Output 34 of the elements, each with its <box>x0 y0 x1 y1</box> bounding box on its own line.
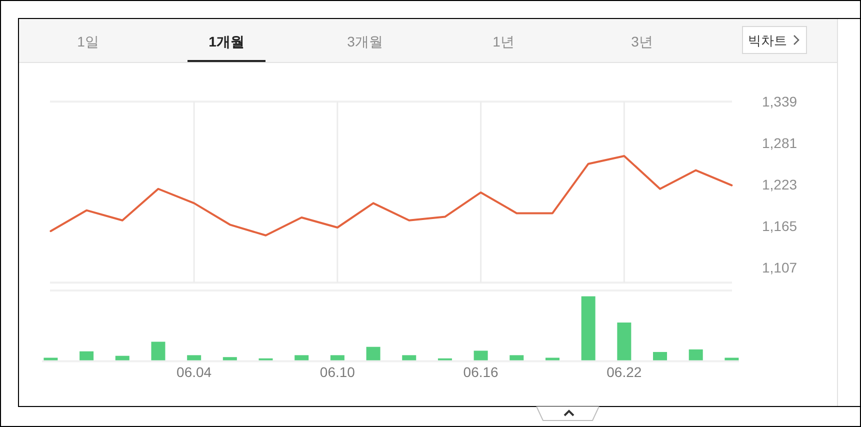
bar <box>402 355 416 360</box>
text: 1년 <box>492 34 514 50</box>
bar <box>366 346 380 360</box>
bar <box>581 296 596 360</box>
text: 3년 <box>631 34 653 50</box>
y-tick-label: 1,223 <box>762 176 798 193</box>
text: 3개월 <box>347 34 383 50</box>
x-tick-label: 06.22 <box>606 364 642 380</box>
bar <box>80 351 94 360</box>
bar <box>151 342 166 360</box>
bar <box>724 358 739 360</box>
bar <box>187 355 202 360</box>
text: 빅차트 <box>748 32 787 48</box>
y-tick-label: 1,165 <box>762 218 798 234</box>
bar <box>44 358 58 360</box>
y-tick-label: 1,107 <box>762 260 798 276</box>
x-tick-label: 06.04 <box>176 364 212 380</box>
bar <box>545 358 560 360</box>
bar <box>617 322 632 360</box>
text: 1일 <box>77 34 99 50</box>
y-tick-label: 1,339 <box>762 94 798 110</box>
x-tick-label: 06.10 <box>320 364 356 380</box>
text: 1개월 <box>208 34 244 50</box>
bar <box>115 356 130 360</box>
x-tick-label: 06.16 <box>463 364 499 380</box>
bar <box>688 349 703 360</box>
bar <box>653 352 668 360</box>
bar <box>330 355 344 360</box>
bar <box>510 355 524 360</box>
line-series <box>50 154 733 236</box>
bar <box>294 355 309 360</box>
bar <box>222 357 237 360</box>
bar <box>474 350 488 360</box>
y-tick-label: 1,281 <box>762 135 798 152</box>
